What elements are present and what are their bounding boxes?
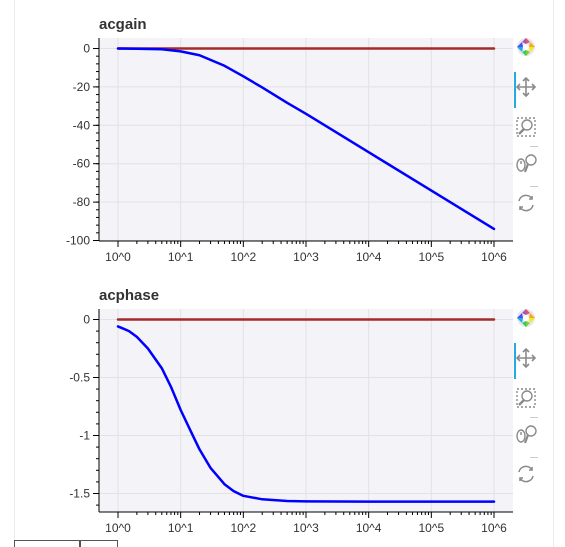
x-tick-label: 10^2 [231,521,257,535]
x-tick-label: 10^4 [356,521,382,535]
x-tick-label: 10^0 [105,521,131,535]
toolbar-separator [530,457,538,458]
x-tick-label: 10^1 [168,250,194,264]
y-tick-label: -60 [73,157,91,171]
x-tick-label: 10^3 [293,521,319,535]
x-tick-label: 10^5 [419,521,445,535]
y-tick-label: -80 [73,195,91,209]
x-tick-label: 10^4 [356,250,382,264]
acphase-chart[interactable]: acphase 0 -0.5 -1 -1.5 10^0 10^1 10^2 10^3 10^4 10… [0,271,513,541]
chart-title: acgain [99,16,147,33]
y-tick-label: 0 [83,42,90,56]
toolbar-separator [530,186,538,187]
x-tick-label: 10^1 [168,521,194,535]
right-divider [553,0,554,547]
reset-icon[interactable] [515,192,551,222]
toolbar-separator [530,417,538,418]
y-tick-label: -1.5 [69,487,90,501]
wheel-zoom-icon[interactable] [515,423,551,453]
y-tick-label: -100 [66,234,90,248]
box-zoom-icon[interactable] [515,387,551,417]
x-tick-label: 10^2 [231,250,257,264]
acphase-plot[interactable]: acphase 0 -0.5 -1 -1.5 10^0 10^1 10^2 10^3 10^4 10… [0,271,565,541]
x-tick-label: 10^5 [419,250,445,264]
box-zoom-icon[interactable] [515,116,551,146]
pan-icon[interactable] [515,347,551,377]
pan-active-indicator [514,72,516,108]
left-divider [14,0,15,547]
wheel-zoom-icon[interactable] [515,152,551,182]
acgain-chart[interactable]: acgain 0 -20 -40 -60 -80 -100 10^0 10^1 10^2 10^3 1… [0,0,513,270]
y-tick-label: 0 [83,313,90,327]
x-tick-label: 10^6 [481,250,507,264]
chart-title: acphase [99,287,159,304]
pan-active-indicator [514,343,516,379]
y-tick-label: -20 [73,80,91,94]
x-tick-label: 10^3 [293,250,319,264]
y-tick-label: -1 [79,429,90,443]
bokeh-logo-icon[interactable] [515,36,551,66]
bottom-tab[interactable] [80,540,118,547]
response-line [116,325,496,503]
bokeh-logo-icon[interactable] [515,307,551,337]
reset-icon[interactable] [515,463,551,493]
y-tick-label: -0.5 [69,371,90,385]
bottom-tabs [14,540,118,547]
response-line [116,47,496,231]
bottom-tab[interactable] [14,540,80,547]
x-tick-label: 10^6 [481,521,507,535]
x-tick-label: 10^0 [105,250,131,264]
acgain-plot[interactable]: acgain 0 -20 -40 -60 -80 -100 10^0 10^1 10^2 10^3 1… [0,0,565,270]
y-tick-label: -40 [73,118,91,132]
toolbar-separator [530,146,538,147]
pan-icon[interactable] [515,76,551,106]
